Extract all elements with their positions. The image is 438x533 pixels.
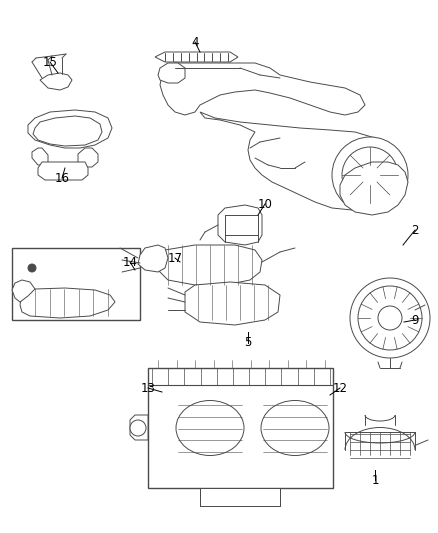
Polygon shape (28, 110, 112, 148)
Circle shape (130, 420, 146, 436)
Polygon shape (20, 288, 115, 318)
Polygon shape (218, 205, 262, 245)
Polygon shape (200, 112, 402, 210)
Text: 17: 17 (167, 252, 183, 264)
Bar (200, 488, 280, 506)
Text: 10: 10 (258, 198, 272, 211)
Text: 5: 5 (244, 336, 252, 350)
Polygon shape (160, 63, 365, 115)
Polygon shape (130, 415, 148, 440)
Polygon shape (38, 162, 88, 180)
Text: 12: 12 (332, 382, 347, 394)
Ellipse shape (261, 400, 329, 456)
Text: 4: 4 (191, 36, 199, 49)
Polygon shape (340, 162, 408, 215)
Polygon shape (40, 73, 72, 90)
Polygon shape (185, 282, 280, 325)
Polygon shape (158, 63, 185, 83)
Text: 1: 1 (371, 473, 379, 487)
Ellipse shape (176, 400, 244, 456)
Circle shape (378, 306, 402, 330)
Polygon shape (78, 148, 98, 167)
Polygon shape (12, 280, 35, 302)
Text: 16: 16 (54, 172, 70, 184)
Circle shape (350, 278, 430, 358)
Text: 14: 14 (123, 255, 138, 269)
Polygon shape (155, 52, 238, 62)
Text: 9: 9 (411, 313, 419, 327)
Polygon shape (33, 116, 102, 146)
Polygon shape (158, 245, 262, 285)
Text: 13: 13 (141, 382, 155, 394)
Text: 2: 2 (411, 223, 419, 237)
Polygon shape (138, 245, 168, 272)
Polygon shape (32, 148, 48, 165)
Circle shape (332, 137, 408, 213)
Bar (148, 368, 333, 488)
Bar (12, 248, 140, 320)
Circle shape (28, 264, 36, 272)
Text: 15: 15 (42, 55, 57, 69)
